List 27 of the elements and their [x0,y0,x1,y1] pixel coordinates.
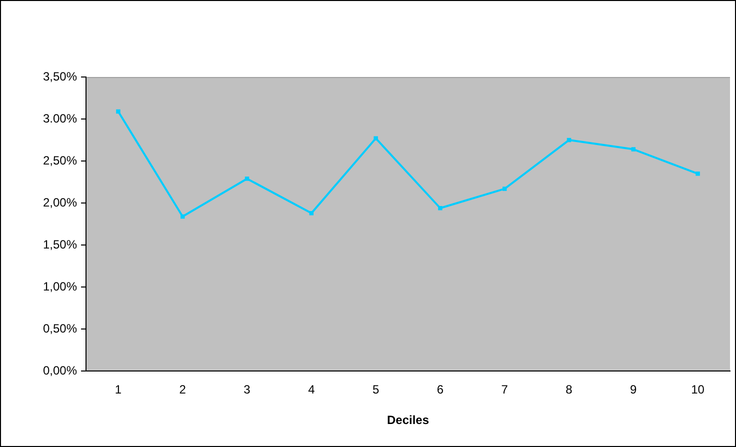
x-tick-label: 10 [691,382,705,397]
y-tick-label: 2,00% [42,195,78,210]
y-tick-label: 3,50% [42,69,78,84]
x-tick-label: 6 [436,382,444,397]
x-axis-title: Deciles [386,413,430,428]
x-tick-label: 5 [372,382,380,397]
y-tick-label: 1,00% [42,279,78,294]
y-tick-label: 0,50% [42,321,78,336]
point [696,172,700,176]
x-tick-label: 1 [114,382,122,397]
y-tick-label: 2,50% [42,153,78,168]
x-tick-label: 4 [308,382,316,397]
point [116,109,120,114]
x-tick-label: 2 [179,382,186,397]
y-tick-label: 1,50% [42,237,78,252]
x-tick-label: 8 [566,382,573,397]
point [374,136,378,140]
y-tick-label: 0,00% [42,364,78,378]
point [438,206,442,210]
point [631,147,636,152]
x-tick-label: 3 [244,382,251,397]
x-tick-label: 9 [630,382,638,397]
point [309,211,314,216]
point [244,176,250,181]
y-tick-label: 3.00% [42,111,78,126]
x-tick-label: 7 [501,382,508,397]
point [502,186,507,191]
